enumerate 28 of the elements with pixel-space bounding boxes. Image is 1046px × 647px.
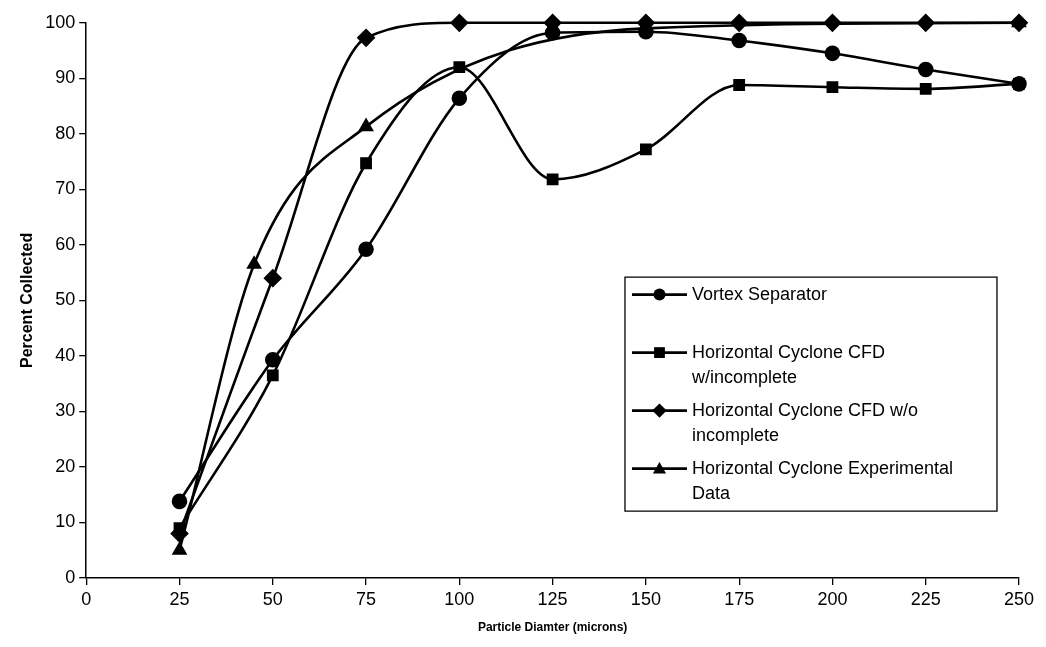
legend-label: Vortex Separator: [691, 283, 828, 304]
y-tick-label: 100: [45, 11, 76, 32]
y-tick-label: 40: [55, 344, 76, 365]
x-axis-title: Particle Diamter (microns): [477, 620, 628, 635]
x-tick-label: 150: [630, 588, 661, 609]
y-tick-label: 80: [55, 122, 76, 143]
x-tick-label: 175: [724, 588, 755, 609]
x-tick-label: 200: [817, 588, 848, 609]
y-tick-label: 60: [55, 233, 76, 254]
y-tick-label: 70: [55, 178, 76, 199]
y-tick-label: 10: [55, 511, 76, 532]
y-tick-label: 50: [55, 289, 76, 310]
legend-label: Horizontal Cyclone CFD w/incomplete: [690, 341, 886, 387]
y-tick-label: 30: [55, 400, 76, 421]
y-tick-label: 20: [55, 455, 76, 476]
y-tick-label: 0: [65, 566, 76, 587]
x-tick-label: 125: [537, 588, 568, 609]
y-tick-label: 90: [55, 67, 76, 88]
y-axis-title: Percent Collected: [18, 232, 36, 368]
legend-label: Horizontal Cyclone Experimental Data: [691, 457, 954, 503]
x-tick-label: 75: [356, 588, 377, 609]
x-tick-label: 100: [444, 588, 475, 609]
x-tick-label: 225: [910, 588, 941, 609]
x-tick-label: 25: [169, 588, 190, 609]
x-tick-label: 50: [262, 588, 283, 609]
x-tick-label: 0: [81, 588, 92, 609]
legend-label: Horizontal Cyclone CFD w/o incomplete: [691, 399, 919, 445]
x-tick-label: 250: [1003, 588, 1035, 609]
